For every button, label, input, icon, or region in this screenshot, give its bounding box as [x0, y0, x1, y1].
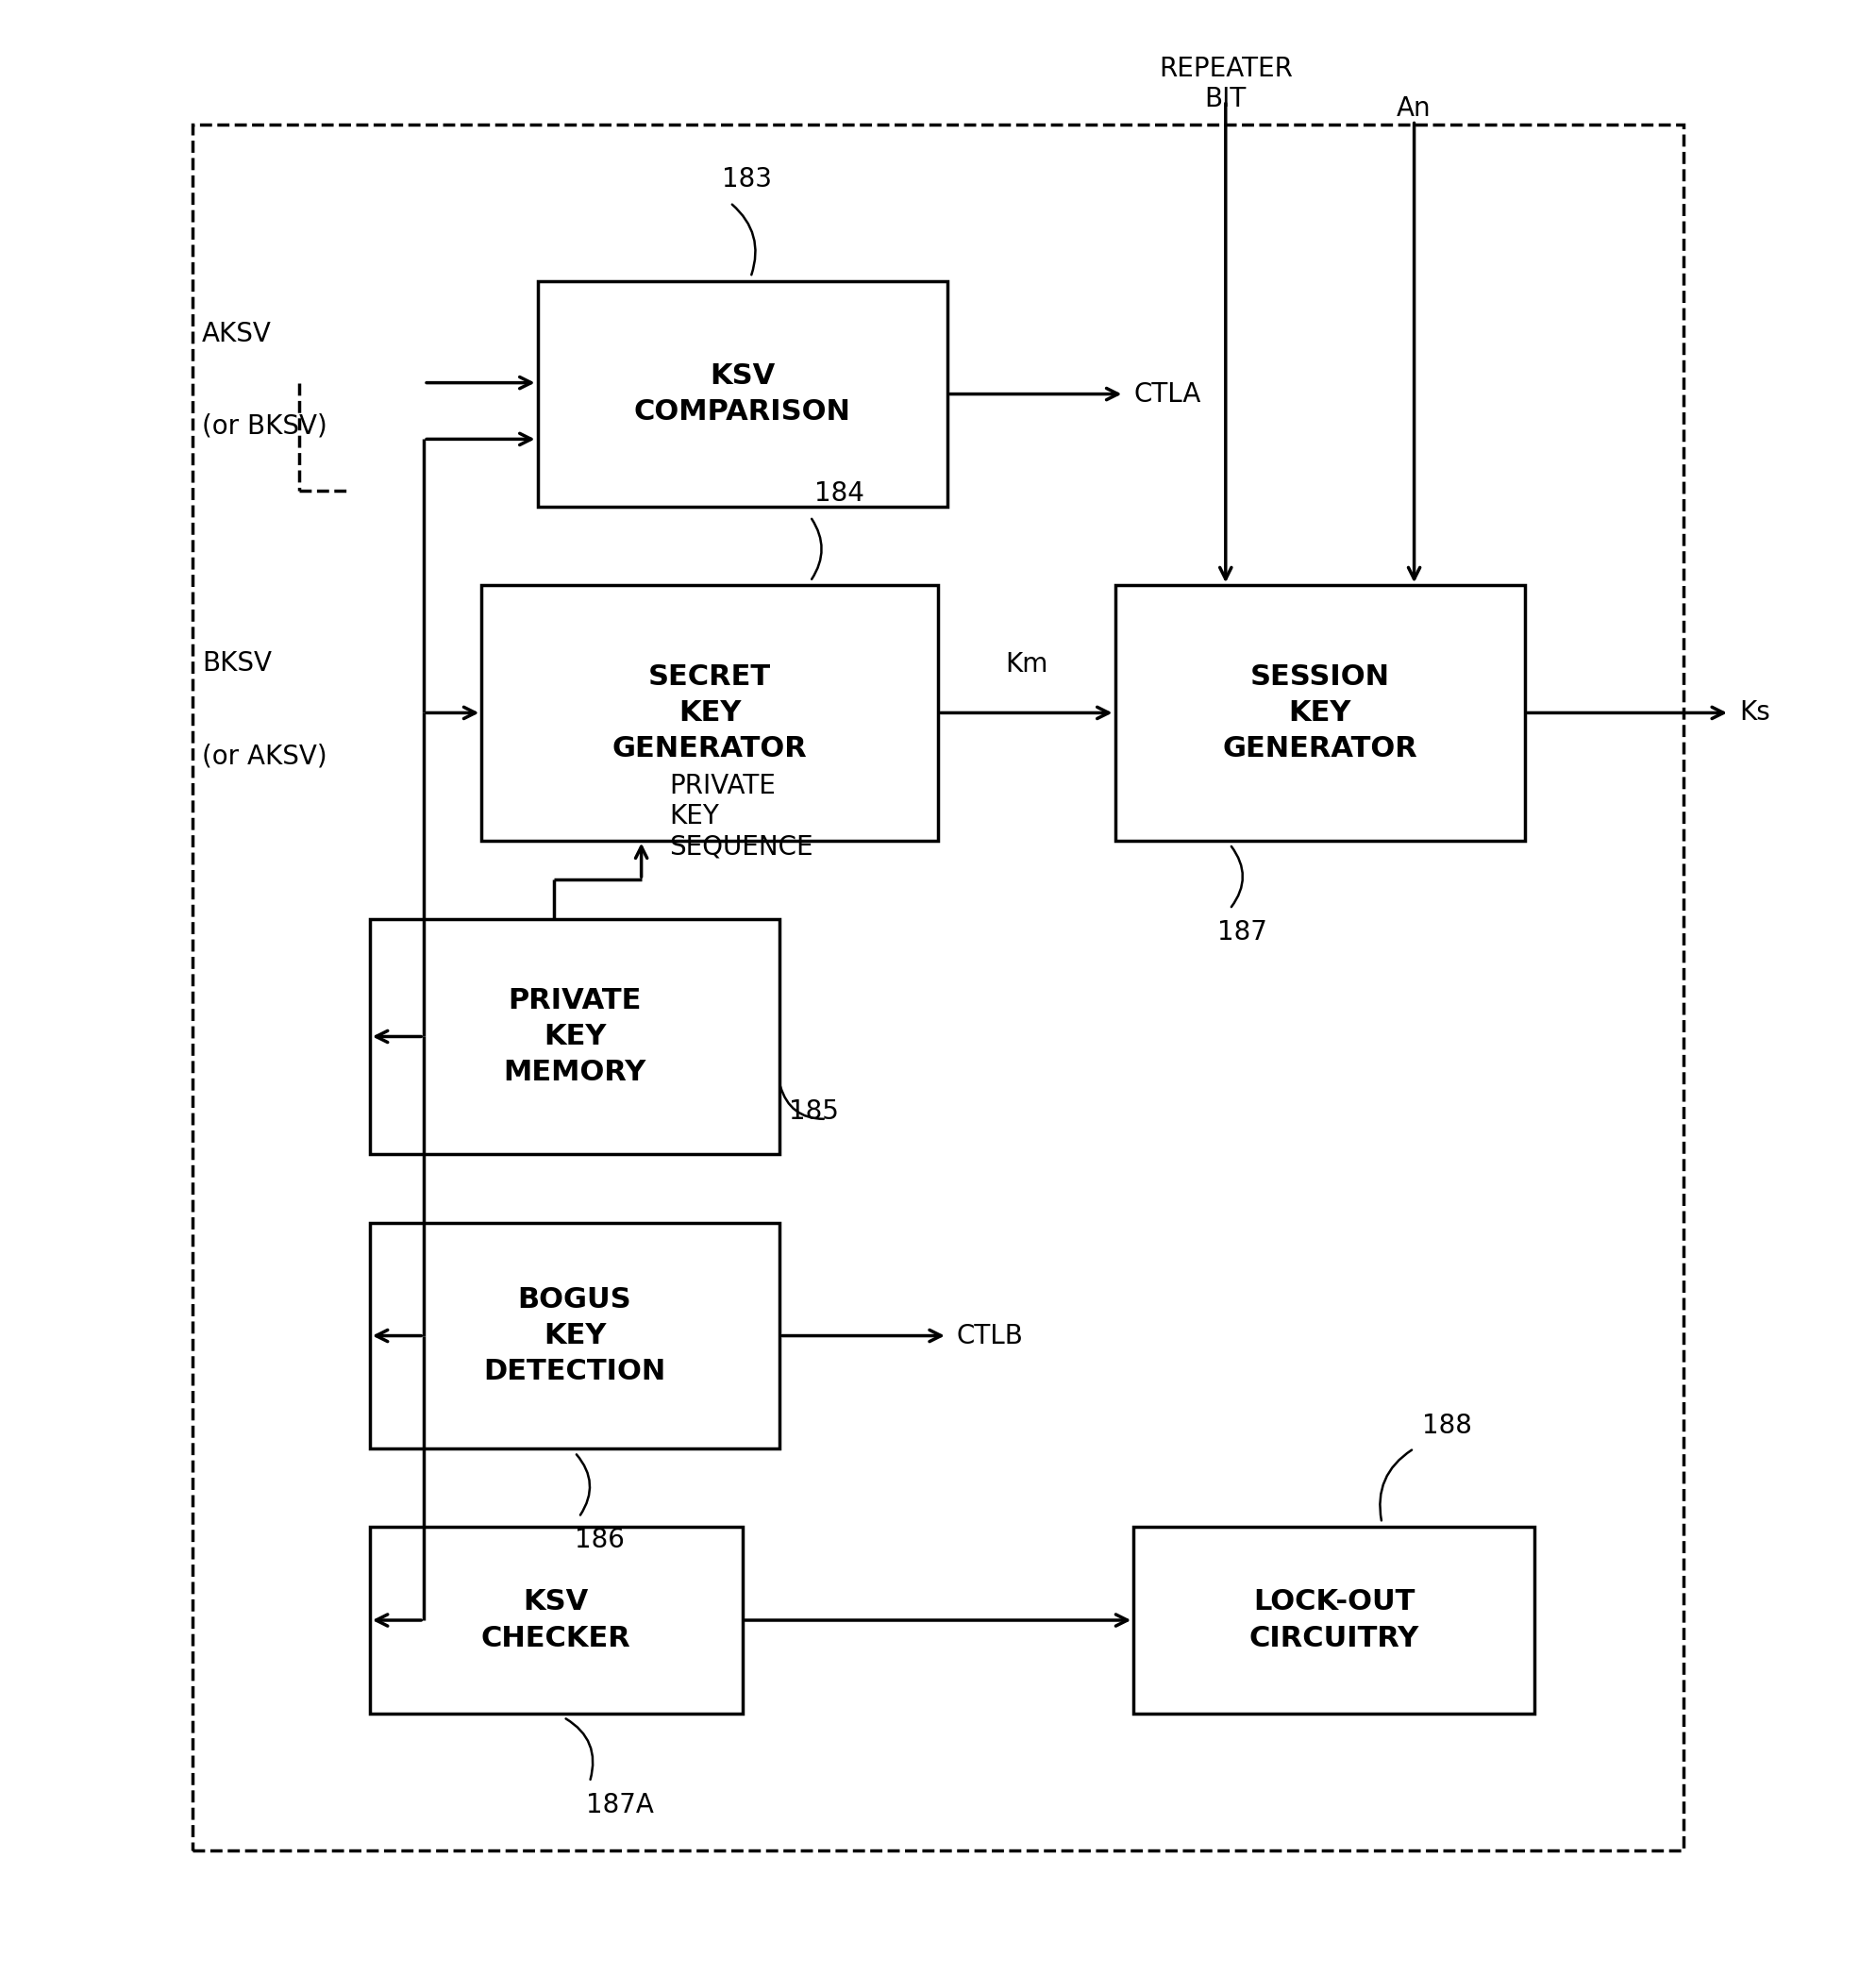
Text: PRIVATE
KEY
MEMORY: PRIVATE KEY MEMORY — [503, 988, 645, 1086]
Text: BKSV: BKSV — [203, 650, 272, 677]
Text: SECRET
KEY
GENERATOR: SECRET KEY GENERATOR — [612, 664, 807, 762]
Text: (or AKSV): (or AKSV) — [203, 743, 326, 768]
Text: 183: 183 — [722, 166, 771, 194]
Bar — [1114, 585, 1525, 839]
Bar — [538, 280, 947, 508]
Text: KSV
COMPARISON: KSV COMPARISON — [634, 361, 852, 427]
Text: (or BKSV): (or BKSV) — [203, 413, 328, 438]
Text: BOGUS
KEY
DETECTION: BOGUS KEY DETECTION — [484, 1286, 666, 1386]
Text: 187A: 187A — [585, 1791, 653, 1819]
Text: Ks: Ks — [1739, 699, 1769, 727]
Text: CTLB: CTLB — [957, 1323, 1024, 1349]
Text: 188: 188 — [1422, 1412, 1473, 1438]
Bar — [370, 1527, 743, 1714]
Text: 185: 185 — [790, 1098, 839, 1126]
Text: SESSION
KEY
GENERATOR: SESSION KEY GENERATOR — [1223, 664, 1418, 762]
Text: 186: 186 — [574, 1527, 625, 1554]
Text: PRIVATE
KEY
SEQUENCE: PRIVATE KEY SEQUENCE — [670, 772, 814, 859]
Text: An: An — [1398, 95, 1431, 120]
Text: 184: 184 — [814, 480, 865, 508]
Bar — [193, 124, 1683, 1851]
Text: Km: Km — [1006, 652, 1049, 677]
Bar — [1133, 1527, 1535, 1714]
Text: AKSV: AKSV — [203, 320, 272, 348]
Bar — [370, 1223, 780, 1448]
Text: KSV
CHECKER: KSV CHECKER — [482, 1588, 630, 1651]
Bar — [370, 918, 780, 1153]
Text: LOCK-OUT
CIRCUITRY: LOCK-OUT CIRCUITRY — [1249, 1588, 1418, 1651]
Text: REPEATER
BIT: REPEATER BIT — [1159, 55, 1293, 113]
Text: CTLA: CTLA — [1133, 381, 1201, 407]
Bar — [482, 585, 938, 839]
Text: 187: 187 — [1218, 918, 1268, 946]
